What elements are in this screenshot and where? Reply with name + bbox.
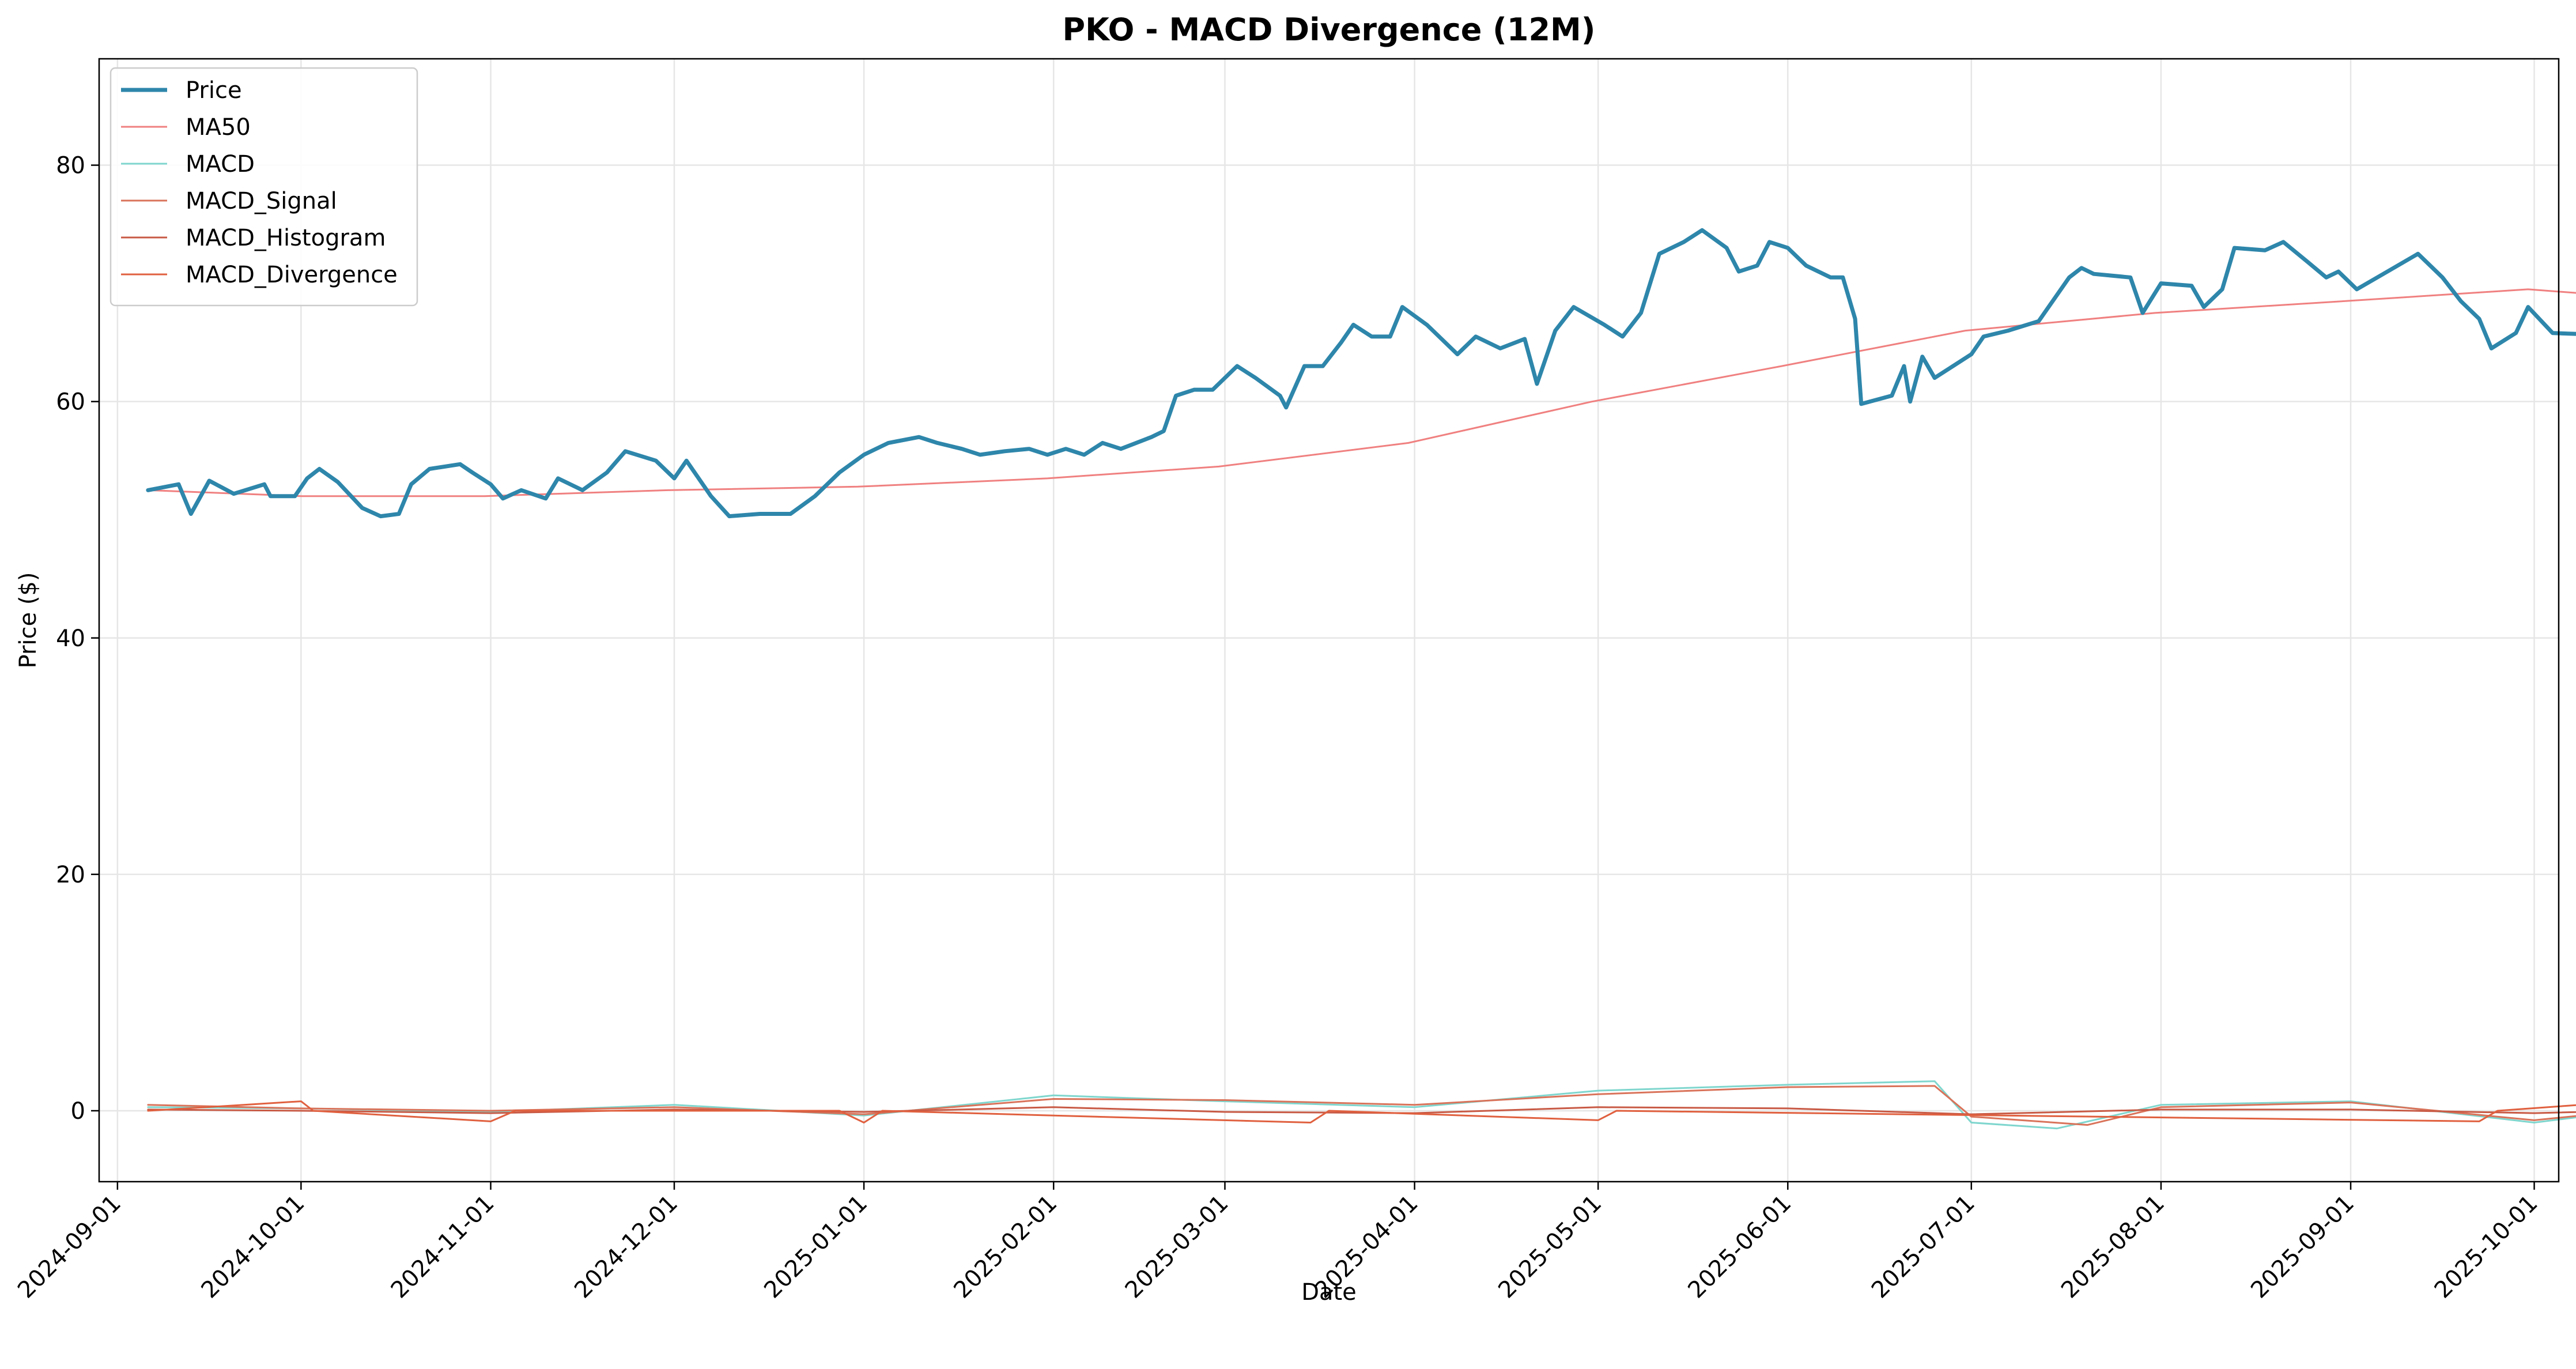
legend-box (109, 67, 418, 307)
series-layer (146, 228, 2576, 1130)
y-tick-label: 0 (71, 1098, 85, 1125)
series-line-ma50 (147, 288, 2576, 497)
series-line-price (146, 228, 2576, 519)
x-axis-label: Date (1301, 1279, 1357, 1306)
y-tick-label: 60 (56, 389, 85, 416)
legend-entry: MACD_Histogram (186, 225, 386, 251)
y-tick-label: 20 (56, 862, 85, 888)
y-tick-label: 40 (56, 625, 85, 652)
legend-entry: MA50 (186, 114, 251, 141)
y-axis-label: Price ($) (15, 572, 41, 669)
legend-entry: MACD (186, 151, 255, 178)
legend-entry: Price (186, 77, 242, 104)
chart-title: PKO - MACD Divergence (12M) (1063, 12, 1596, 48)
plot-frame (98, 58, 2560, 1183)
legend: Price MA50 MACD MACD_Signal MACD_Histogram MA… (109, 67, 418, 307)
y-tick-label: 80 (56, 153, 85, 179)
series-line-macd-divergence (147, 1100, 2576, 1123)
legend-entry: MACD_Divergence (186, 262, 398, 288)
legend-entry: MACD_Signal (186, 188, 337, 214)
